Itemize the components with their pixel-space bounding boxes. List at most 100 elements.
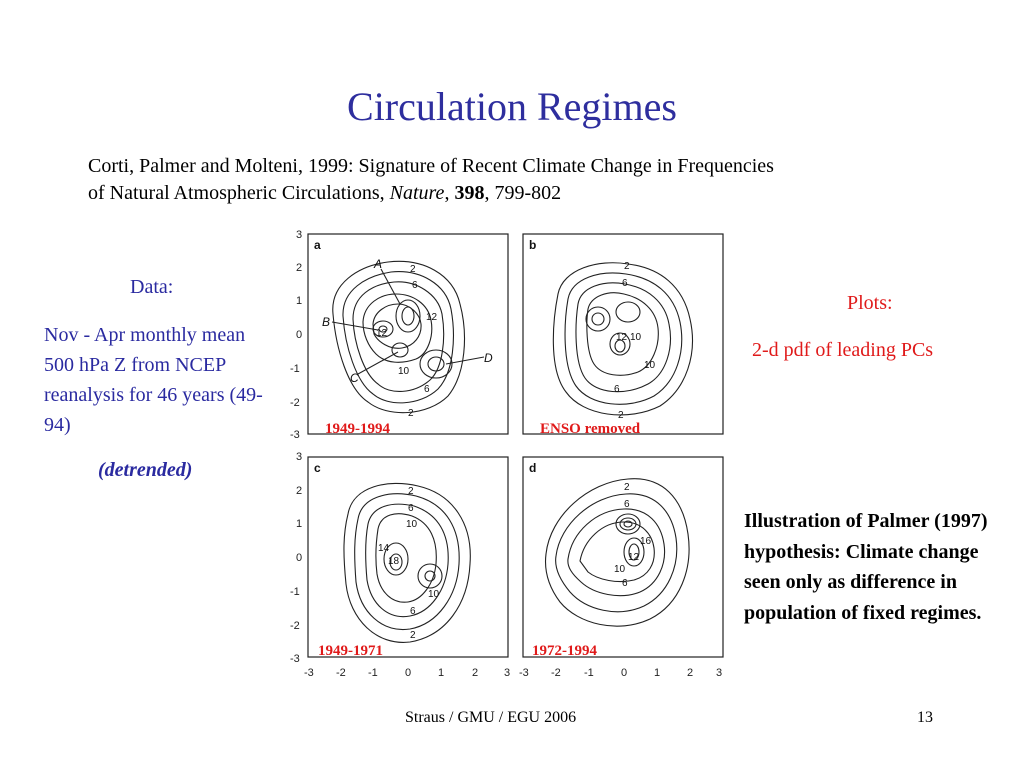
svg-text:-3: -3 [519, 667, 529, 679]
svg-text:2: 2 [472, 667, 478, 679]
svg-text:-1: -1 [368, 667, 378, 679]
citation: Corti, Palmer and Molteni, 1999: Signatu… [88, 153, 988, 207]
panel-c-labels: 2 6 10 14 18 10 6 2 [378, 486, 440, 641]
svg-text:2: 2 [410, 264, 416, 275]
citation-journal: Nature [389, 182, 445, 204]
svg-text:-2: -2 [290, 397, 300, 409]
panel-b-labels: 2 6 12 10 10 6 2 [614, 261, 656, 421]
svg-text:-3: -3 [290, 653, 300, 665]
citation-pages: , 799-802 [484, 182, 562, 204]
svg-text:1: 1 [654, 667, 660, 679]
svg-text:6: 6 [622, 578, 628, 589]
panel-d-labels: 2 6 16 12 10 6 [614, 482, 652, 589]
footer: Straus / GMU / EGU 2006 [405, 709, 577, 726]
svg-text:6: 6 [410, 606, 416, 617]
svg-text:2: 2 [408, 486, 414, 497]
panel-a-caption: 1949-1994 [325, 421, 390, 437]
svg-text:12: 12 [376, 328, 388, 339]
panel-c-letter: c [314, 461, 321, 475]
x-axis-right: -3 -2 -1 0 1 2 3 [519, 667, 722, 679]
svg-text:0: 0 [296, 329, 302, 341]
svg-text:6: 6 [614, 384, 620, 395]
svg-text:6: 6 [412, 280, 418, 291]
svg-text:3: 3 [716, 667, 722, 679]
data-heading: Data: [130, 276, 174, 298]
slide-title: Circulation Regimes [347, 84, 677, 129]
panel-a-letter: a [314, 238, 321, 252]
plots-description: 2-d pdf of leading PCs [752, 339, 934, 361]
panel-a-frame [307, 233, 509, 435]
svg-text:6: 6 [424, 384, 430, 395]
panel-d-letter: d [529, 461, 536, 475]
panel-c-contours [343, 482, 471, 643]
svg-text:-2: -2 [551, 667, 561, 679]
svg-text:3: 3 [504, 667, 510, 679]
page-number: 13 [917, 709, 933, 726]
svg-text:-2: -2 [336, 667, 346, 679]
svg-text:-3: -3 [304, 667, 314, 679]
svg-text:1: 1 [296, 518, 302, 530]
svg-text:C: C [350, 371, 359, 385]
svg-text:A: A [373, 257, 382, 271]
panel-b-letter: b [529, 238, 536, 252]
svg-text:2: 2 [618, 410, 624, 421]
svg-text:6: 6 [624, 499, 630, 510]
svg-text:14: 14 [378, 543, 390, 554]
svg-text:2: 2 [296, 485, 302, 497]
svg-text:2: 2 [296, 262, 302, 274]
x-axis-left: -3 -2 -1 0 1 2 3 [304, 667, 510, 679]
svg-text:-2: -2 [290, 620, 300, 632]
svg-text:-3: -3 [290, 429, 300, 441]
svg-text:1: 1 [438, 667, 444, 679]
svg-text:-1: -1 [584, 667, 594, 679]
svg-text:0: 0 [621, 667, 627, 679]
svg-text:3: 3 [296, 229, 302, 241]
svg-text:10: 10 [428, 589, 440, 600]
svg-text:0: 0 [296, 552, 302, 564]
svg-text:6: 6 [408, 503, 414, 514]
svg-text:18: 18 [388, 556, 400, 567]
svg-text:B: B [322, 315, 330, 329]
svg-text:10: 10 [406, 519, 418, 530]
panel-d-frame [522, 456, 724, 658]
illustration-text: Illustration of Palmer (1997) hypothesis… [744, 510, 988, 624]
panel-b-caption: ENSO removed [540, 421, 641, 437]
y-axis-bottom: 3 2 1 0 -1 -2 -3 [290, 451, 302, 665]
svg-text:2: 2 [687, 667, 693, 679]
svg-text:2: 2 [408, 408, 414, 419]
svg-text:16: 16 [640, 536, 652, 547]
citation-line1: Corti, Palmer and Molteni, 1999: Signatu… [88, 155, 774, 177]
citation-sep: , [444, 182, 455, 204]
svg-text:10: 10 [630, 332, 642, 343]
svg-text:-1: -1 [290, 363, 300, 375]
panel-a-labels: 2 6 12 12 10 6 2 A B C D [322, 257, 493, 419]
svg-text:1: 1 [296, 295, 302, 307]
citation-line2: of Natural Atmospheric Circulations, [88, 182, 390, 204]
data-note: (detrended) [98, 459, 193, 481]
plots-heading: Plots: [847, 292, 893, 314]
svg-text:12: 12 [616, 332, 628, 343]
svg-text:12: 12 [426, 312, 438, 323]
svg-text:10: 10 [398, 366, 410, 377]
panel-b-frame [522, 233, 724, 435]
svg-text:0: 0 [405, 667, 411, 679]
panel-a-contours [331, 260, 485, 414]
panel-c-frame [307, 456, 509, 658]
citation-volume: 398 [454, 182, 485, 204]
svg-text:10: 10 [614, 564, 626, 575]
data-description: Nov - Apr monthly mean 500 hPa Z from NC… [44, 324, 263, 436]
svg-text:12: 12 [628, 552, 640, 563]
svg-text:2: 2 [410, 630, 416, 641]
svg-text:3: 3 [296, 451, 302, 463]
svg-text:-1: -1 [290, 586, 300, 598]
svg-text:2: 2 [624, 482, 630, 493]
pdf-figure: 3 2 1 0 -1 -2 -3 3 2 1 0 -1 -2 -3 -3 -2 … [290, 229, 724, 679]
y-axis-top: 3 2 1 0 -1 -2 -3 [290, 229, 302, 441]
panel-d-caption: 1972-1994 [532, 643, 597, 659]
svg-text:6: 6 [622, 278, 628, 289]
panel-b-contours [552, 262, 693, 416]
svg-text:10: 10 [644, 360, 656, 371]
panel-d-contours [544, 478, 690, 627]
svg-text:2: 2 [624, 261, 630, 272]
panel-c-caption: 1949-1971 [318, 643, 383, 659]
